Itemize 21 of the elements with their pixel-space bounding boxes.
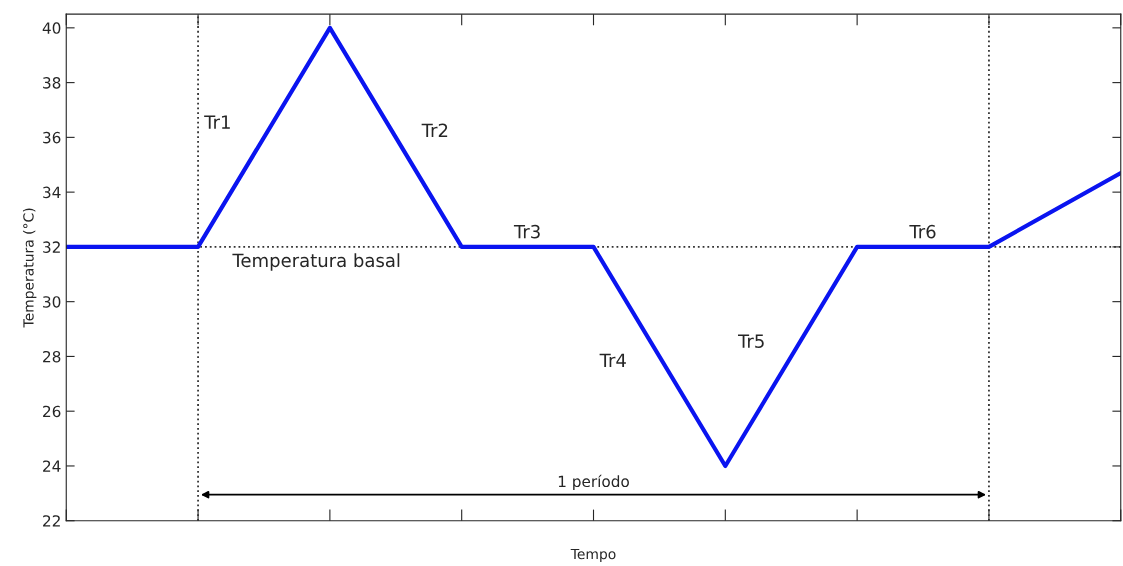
y-axis-title: Temperatura (°C): [22, 208, 37, 328]
line-series: [66, 25, 1121, 469]
x-axis-title: Tempo: [570, 548, 616, 562]
y-tick-label: 38: [43, 77, 61, 89]
annotation: Tr1: [204, 115, 230, 129]
annotation: Tr3: [513, 224, 540, 239]
y-tick-label: 30: [43, 296, 61, 308]
annotation: Tr2: [421, 123, 448, 137]
annotation: Tr4: [599, 353, 626, 367]
y-tick-label: 24: [43, 460, 61, 472]
annotation: Tr5: [737, 334, 764, 348]
y-tick-label: 32: [43, 241, 60, 253]
y-tick-label: 36: [43, 131, 61, 144]
y-tick-label: 28: [43, 350, 61, 363]
y-tick-label: 26: [43, 405, 61, 418]
y-tick-label: 40: [42, 22, 61, 34]
y-tick-label: 22: [43, 515, 60, 527]
y-tick-label: 34: [43, 186, 61, 199]
annotation: 1 período: [558, 474, 629, 491]
ref-line-label: Temperatura basal: [232, 253, 400, 271]
annotation: Tr6: [909, 224, 936, 239]
